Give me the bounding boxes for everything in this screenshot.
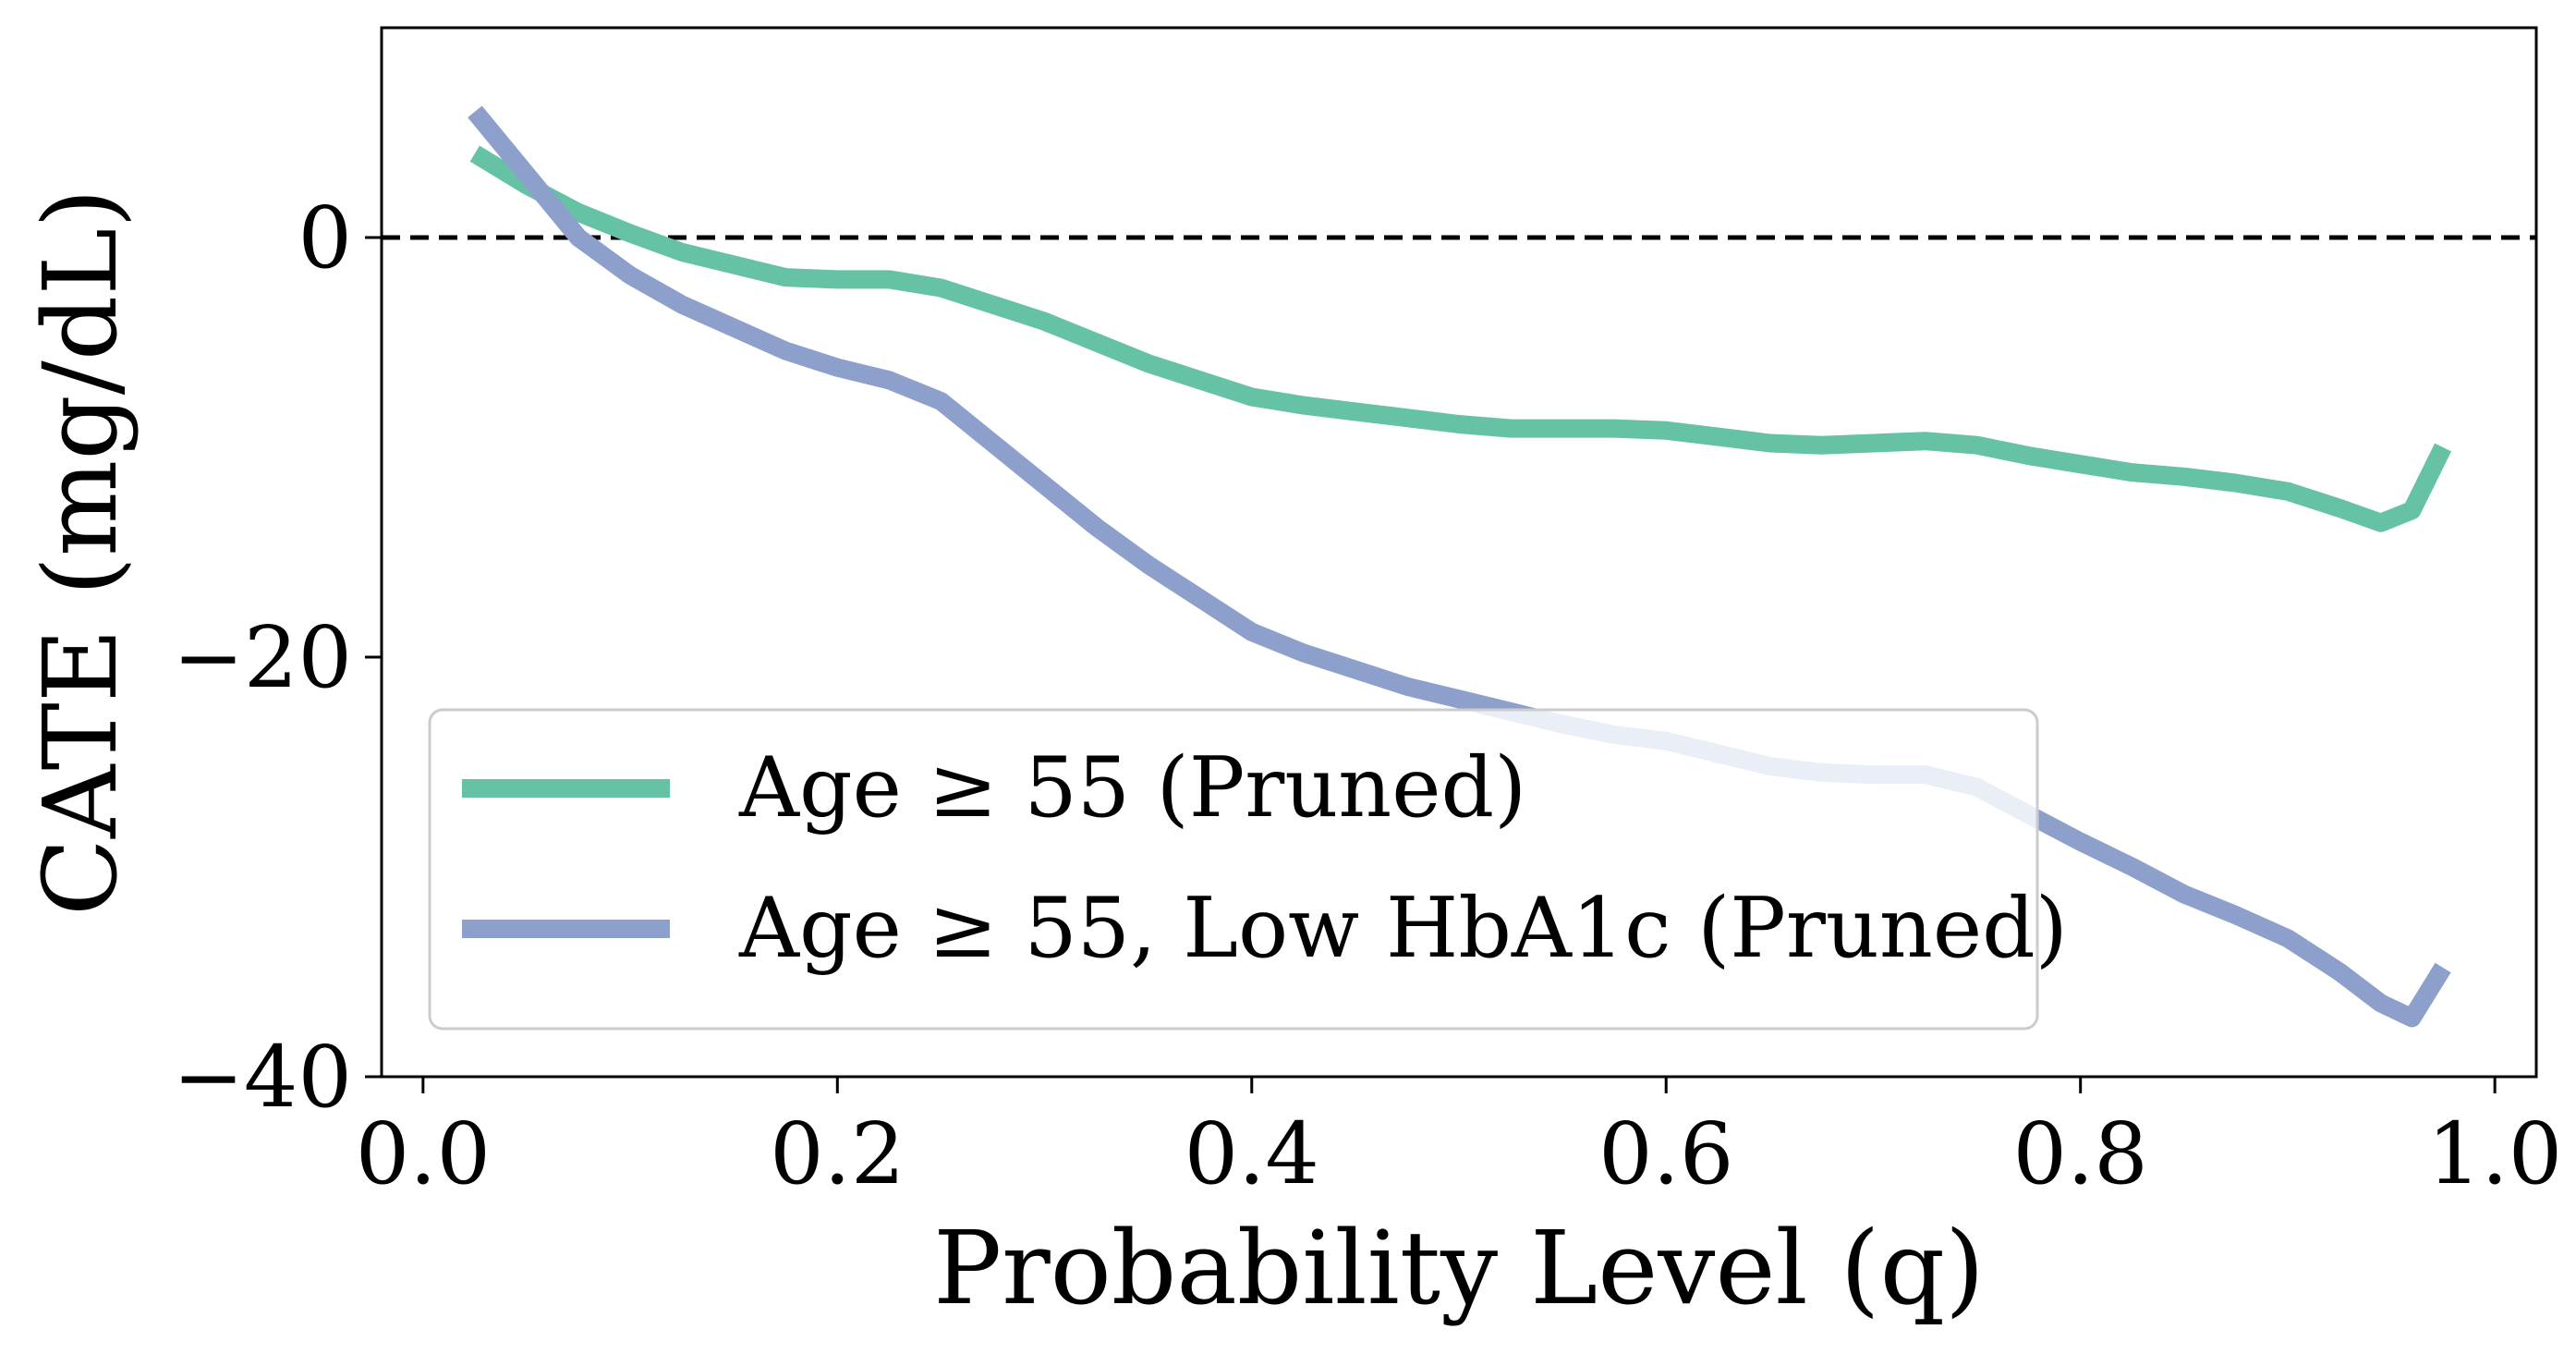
series-line-1 [469, 145, 2452, 532]
x-axis-label: Probability Level (q) [933, 1209, 1985, 1327]
legend: Age ≥ 55 (Pruned) Age ≥ 55, Low HbA1c (Pr… [428, 708, 2068, 1031]
y-tick-label: −20 [173, 608, 352, 707]
legend-label-2: Age ≥ 55, Low HbA1c (Pruned) [738, 880, 2068, 977]
y-axis-label: CATE (mg/dL) [21, 189, 140, 916]
x-tick-label: 0.0 [356, 1104, 491, 1203]
x-tick-label: 0.6 [1598, 1104, 1733, 1203]
y-tick-label: −40 [173, 1028, 352, 1127]
legend-label-1: Age ≥ 55 (Pruned) [738, 739, 1526, 836]
y-tick-label: 0 [298, 189, 352, 287]
legend-box [428, 708, 2039, 1031]
plot-frame [380, 26, 2538, 1079]
x-tick-label: 1.0 [2427, 1104, 2562, 1203]
x-tick-label: 0.2 [770, 1104, 905, 1203]
x-tick-label: 0.4 [1185, 1104, 1319, 1203]
axis-ticks: 0.0 0.2 0.4 0.6 0.8 1.0 −40 −20 0 [173, 189, 2562, 1203]
series-line-2 [468, 105, 2451, 1028]
x-tick-label: 0.8 [2013, 1104, 2148, 1203]
plot-area [382, 105, 2536, 1028]
